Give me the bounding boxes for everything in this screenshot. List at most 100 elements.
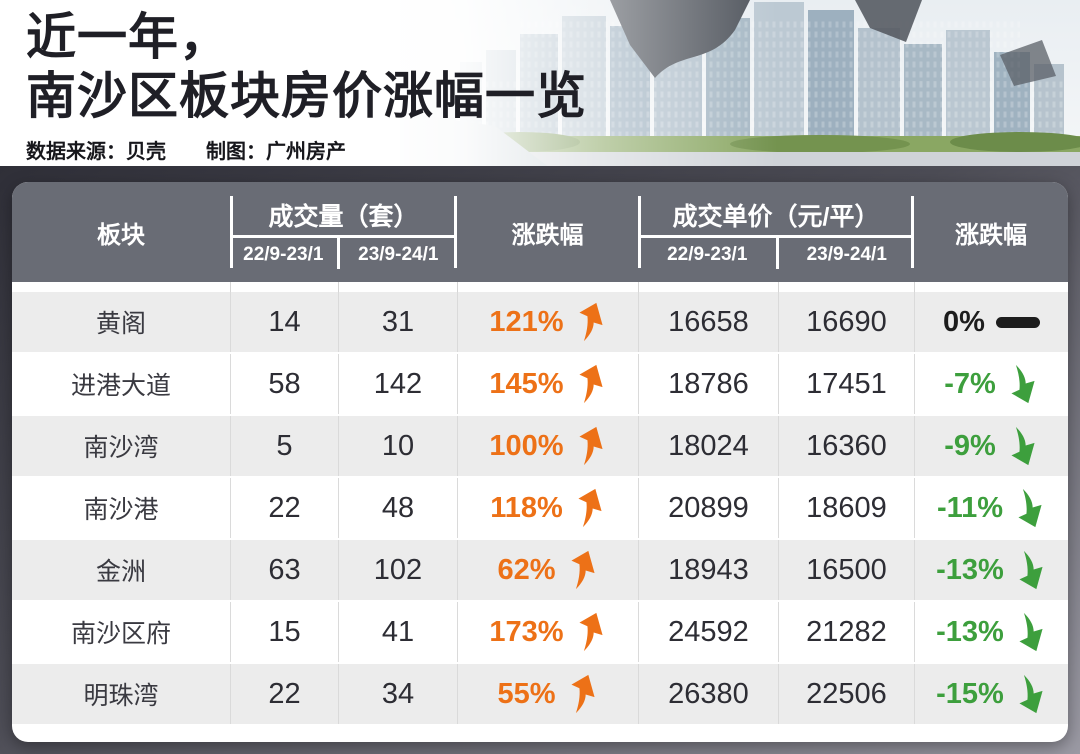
volume-old-cell: 63 — [230, 540, 338, 600]
volume-new-cell: 48 — [338, 478, 457, 538]
table-card: 板块 成交量（套） 22/9-23/1 23/9-24/1 涨跌幅 成交单价（元… — [12, 182, 1068, 742]
gap-cell — [230, 282, 338, 292]
price-change-cell: -7% — [914, 354, 1068, 414]
trend-up-arrow-icon — [578, 488, 602, 528]
trend-down-arrow-icon — [1018, 488, 1042, 528]
gap-cell — [457, 282, 638, 292]
price-period-old: 22/9-23/1 — [667, 244, 748, 265]
trend-down-arrow-icon — [1019, 612, 1043, 652]
block-name-cell: 南沙港 — [83, 496, 159, 524]
price-new-cell: 16360 — [778, 416, 914, 476]
block-name-cell: 黄阁 — [95, 310, 146, 338]
volume-old-cell: 22 — [230, 664, 338, 724]
volume-new-cell: 142 — [338, 354, 457, 414]
volume-old-cell: 22 — [230, 478, 338, 538]
volume-change-cell: 121% — [457, 292, 638, 352]
volume-new-cell: 102 — [338, 540, 457, 600]
price-new-cell: 22506 — [778, 664, 914, 724]
price-change-cell: -13% — [914, 602, 1068, 662]
table-row: 明珠湾 22 34 55% 26380 22506 -15% — [12, 664, 1068, 726]
data-source-label: 数据来源：贝壳 — [26, 141, 166, 163]
volume-new-cell: 31 — [338, 292, 457, 352]
price-change-cell: -9% — [914, 416, 1068, 476]
volume-period-new: 23/9-24/1 — [336, 238, 457, 269]
volume-change-value: 145% — [489, 367, 564, 400]
volume-new-cell: 41 — [338, 602, 457, 662]
trend-up-arrow-icon — [570, 674, 595, 714]
gap-cell — [914, 282, 1068, 292]
price-new-cell: 21282 — [778, 602, 914, 662]
volume-change-cell: 145% — [457, 354, 638, 414]
column-header-block: 板块 — [97, 221, 145, 249]
column-group-price: 成交单价（元/平） 22/9-23/1 23/9-24/1 — [638, 182, 914, 282]
byline: 数据来源：贝壳 制图：广州房产 — [26, 135, 587, 164]
table-row: 南沙湾 5 10 100% 18024 16360 -9% — [12, 416, 1068, 478]
volume-change-cell: 100% — [457, 416, 638, 476]
volume-old-cell: 58 — [230, 354, 338, 414]
trend-up-arrow-icon — [579, 364, 603, 404]
price-change-value: -9% — [944, 429, 996, 462]
volume-old-cell: 5 — [230, 416, 338, 476]
block-name-cell: 南沙湾 — [83, 434, 159, 462]
gap-cell — [12, 282, 230, 292]
price-change-cell: -13% — [914, 540, 1068, 600]
price-change-value: -11% — [936, 491, 1004, 524]
table-row: 金洲 63 102 62% 18943 16500 -13% — [12, 540, 1068, 602]
price-old-cell: 18024 — [638, 416, 778, 476]
header-body-gap — [12, 282, 1068, 292]
price-old-cell: 16658 — [638, 292, 778, 352]
header-text-block: 近一年， 南沙区板块房价涨幅一览 数据来源：贝壳 制图：广州房产 — [26, 8, 587, 164]
price-new-cell: 18609 — [778, 478, 914, 538]
table-board: 板块 成交量（套） 22/9-23/1 23/9-24/1 涨跌幅 成交单价（元… — [0, 166, 1080, 754]
volume-new-cell: 10 — [338, 416, 457, 476]
trend-down-arrow-icon — [1019, 550, 1043, 590]
volume-subheaders: 22/9-23/1 23/9-24/1 — [230, 235, 457, 269]
price-new-cell: 16690 — [778, 292, 914, 352]
photo-fade-overlay — [0, 0, 1080, 168]
price-change-value: -15% — [936, 677, 1004, 710]
volume-old-cell: 15 — [230, 602, 338, 662]
gap-cell — [778, 282, 914, 292]
trend-down-arrow-icon — [1011, 426, 1035, 466]
volume-new-cell: 34 — [338, 664, 457, 724]
hero-header: 近一年， 南沙区板块房价涨幅一览 数据来源：贝壳 制图：广州房产 — [0, 0, 1080, 168]
price-change-value: -13% — [936, 615, 1004, 648]
price-old-cell: 18943 — [638, 540, 778, 600]
page-title-line1: 近一年， — [26, 9, 230, 65]
block-name-cell: 金洲 — [95, 558, 146, 586]
trend-up-arrow-icon — [570, 550, 595, 590]
trend-flat-dash-icon — [995, 316, 1040, 328]
price-change-value: -7% — [944, 367, 996, 400]
trend-up-arrow-icon — [579, 426, 603, 466]
trend-up-arrow-icon — [579, 302, 603, 342]
volume-change-value: 121% — [489, 305, 564, 338]
credit-label: 制图：广州房产 — [206, 141, 346, 163]
volume-change-value: 100% — [489, 429, 564, 462]
gap-cell — [338, 282, 457, 292]
table-row: 进港大道 58 142 145% 18786 17451 -7% — [12, 354, 1068, 416]
volume-change-value: 173% — [489, 615, 564, 648]
price-change-value: -13% — [936, 553, 1004, 586]
volume-change-cell: 55% — [457, 664, 638, 724]
price-old-cell: 24592 — [638, 602, 778, 662]
price-old-cell: 20899 — [638, 478, 778, 538]
price-change-cell: -11% — [914, 478, 1068, 538]
table-row: 南沙区府 15 41 173% 24592 21282 -13% — [12, 602, 1068, 664]
table-header: 板块 成交量（套） 22/9-23/1 23/9-24/1 涨跌幅 成交单价（元… — [12, 182, 1068, 282]
gap-cell — [638, 282, 778, 292]
price-subheaders: 22/9-23/1 23/9-24/1 — [638, 235, 914, 269]
table-row: 南沙港 22 48 118% 20899 18609 -11% — [12, 478, 1068, 540]
volume-change-value: 118% — [490, 491, 563, 524]
price-change-value: 0% — [943, 305, 985, 338]
column-group-volume: 成交量（套） 22/9-23/1 23/9-24/1 — [230, 182, 457, 282]
column-header-price-change: 涨跌幅 — [955, 221, 1027, 249]
trend-down-arrow-icon — [1019, 674, 1043, 714]
price-old-cell: 26380 — [638, 664, 778, 724]
volume-change-cell: 173% — [457, 602, 638, 662]
volume-group-title: 成交量（套） — [268, 203, 419, 231]
table-row: 黄阁 14 31 121% 16658 16690 0% — [12, 292, 1068, 354]
price-new-cell: 16500 — [778, 540, 914, 600]
block-name-cell: 南沙区府 — [70, 620, 171, 648]
volume-change-cell: 62% — [457, 540, 638, 600]
